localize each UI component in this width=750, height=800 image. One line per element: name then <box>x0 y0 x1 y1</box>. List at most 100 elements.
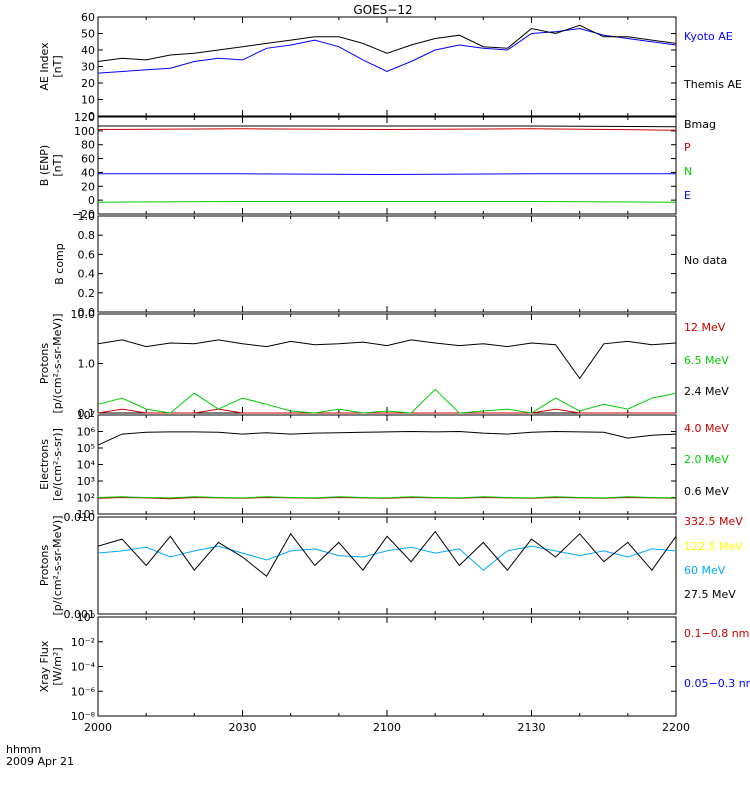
y-tick-label: 10⁷ <box>77 409 95 422</box>
y-tick-label: 10⁴ <box>77 459 96 472</box>
y-tick-label: 0.1 <box>78 407 96 420</box>
legend-entry: 0.1−0.8 nm <box>684 627 749 640</box>
panel-5: 10¹ 10² 10³ 10⁴ 10⁵ 10⁶ 10⁷ Electrons [e/(cm²-s-… <box>38 409 729 521</box>
series-line <box>97 496 677 499</box>
y-tick-label: 0.0 <box>78 306 96 319</box>
y-axis-label: B (ENP) <box>38 145 51 186</box>
y-tick-label: 10⁻⁴ <box>71 661 96 674</box>
y-tick-label: 1.0 <box>78 210 96 223</box>
legend-entry: 6.5 MeV <box>684 354 729 367</box>
y-tick-label: 60 <box>81 153 95 166</box>
y-tick-label: 10⁵ <box>77 442 95 455</box>
y-tick-label: 0 <box>88 194 95 207</box>
y-tick-label: 10⁻⁶ <box>71 685 96 698</box>
y-tick-label: 120 <box>74 111 95 124</box>
y-tick-label: 10⁰ <box>77 611 96 624</box>
y-axis-label: Protons <box>38 545 51 586</box>
legend-entry: Bmag <box>684 118 716 131</box>
series-line <box>97 24 677 62</box>
series-line <box>97 27 677 74</box>
y-axis-label-unit: [e/(cm²-s-sr)] <box>51 428 64 501</box>
y-tick-label: 40 <box>81 44 95 57</box>
legend-entry: 332.5 MeV <box>684 515 743 528</box>
panel-7: 10⁻⁸ 10⁻⁶ 10⁻⁴ 10⁻² 10⁰ Xray Flux [W/m²] 0.1−0.… <box>38 611 750 723</box>
panel-frame <box>97 116 677 215</box>
y-tick-label: 0 <box>88 110 95 123</box>
y-tick-label: 50 <box>81 28 95 41</box>
plot-title: GOES−12 <box>353 3 412 17</box>
legend-entry: 27.5 MeV <box>684 588 736 601</box>
legend-entry: 60 MeV <box>684 564 726 577</box>
panel-frame <box>97 414 677 515</box>
y-tick-label: 10² <box>77 492 95 505</box>
legend-entry: Themis AE <box>683 78 742 91</box>
series-line <box>97 128 677 131</box>
series-line <box>97 339 677 380</box>
y-axis-label-unit: [p/(cm²-s-sr-MeV)] <box>51 314 64 414</box>
y-tick-label: 60 <box>81 11 95 24</box>
y-axis-label-unit: [nT] <box>51 154 64 176</box>
legend-entry: 0.05−0.3 nm <box>684 677 750 690</box>
y-tick-label: 100 <box>74 125 95 138</box>
legend-entry: N <box>684 165 692 178</box>
time-axis-label-hhmm: hhmm <box>6 743 41 756</box>
y-axis-label-unit: [nT] <box>51 55 64 77</box>
y-tick-label: 1.0 <box>78 358 96 371</box>
legend-entry: 122.5 MeV <box>684 540 743 553</box>
time-tick-label: 2130 <box>518 721 546 734</box>
panel-frame <box>97 215 677 313</box>
panel-4: 0.1 1.0 10.0 Protons [p/(cm²-s-sr-MeV)] 12 Me… <box>38 308 729 420</box>
series-line <box>97 408 676 414</box>
legend-entry: E <box>684 189 691 202</box>
legend-entry: 2.4 MeV <box>684 385 729 398</box>
time-tick-label: 2030 <box>229 721 257 734</box>
y-tick-label: 10⁶ <box>77 426 96 439</box>
y-axis-label-unit: [W/m²] <box>51 647 64 685</box>
legend-entry: 0.6 MeV <box>684 485 729 498</box>
legend-entry: 4.0 MeV <box>684 422 729 435</box>
legend-entry: Kyoto AE <box>684 30 733 43</box>
legend-entry: P <box>684 141 691 154</box>
panel-frame <box>97 516 677 615</box>
y-tick-label: 20 <box>81 77 95 90</box>
legend-entry: 2.0 MeV <box>684 453 729 466</box>
y-tick-label: 0.010 <box>64 511 96 524</box>
y-tick-label: −20 <box>72 208 95 221</box>
y-tick-label: 0.6 <box>78 248 96 261</box>
y-axis-label: AE Index <box>38 42 51 91</box>
time-tick-label: 2200 <box>662 721 690 734</box>
series-line <box>97 545 677 571</box>
panel-frame <box>97 616 677 717</box>
y-tick-label: 40 <box>81 166 95 179</box>
y-axis-label: Electrons <box>38 439 51 490</box>
y-tick-label: 0.8 <box>78 229 96 242</box>
y-tick-label: 80 <box>81 139 95 152</box>
series-line <box>97 201 677 203</box>
y-tick-label: 0.001 <box>64 608 96 621</box>
series-line <box>97 430 677 446</box>
y-tick-label: 0.2 <box>78 287 96 300</box>
panel-frame <box>97 313 677 414</box>
legend-entry: No data <box>684 254 727 267</box>
panel-6: 0.001 0.010 Protons [p/(cm²-s-sr-MeV)] 332.5… <box>38 511 743 621</box>
y-tick-label: 10¹ <box>77 508 95 521</box>
panel-frame <box>97 16 677 117</box>
time-tick-label: 2000 <box>84 721 112 734</box>
y-tick-label: 20 <box>81 180 95 193</box>
series-line <box>98 173 676 176</box>
panel-1: 0 10 20 30 40 50 60 AE Index [nT] Kyoto AE Themis … <box>38 11 742 123</box>
y-tick-label: 10⁻² <box>71 636 95 649</box>
y-tick-label: 10.0 <box>71 308 96 321</box>
series-line <box>97 388 677 414</box>
series-line <box>97 530 677 578</box>
time-tick-label: 2100 <box>373 721 401 734</box>
y-tick-label: 10⁻⁸ <box>71 710 96 723</box>
time-axis-label-date: 2009 Apr 21 <box>6 755 74 768</box>
legend-entry: 12 MeV <box>684 321 726 334</box>
y-tick-label: 10³ <box>77 475 95 488</box>
y-axis-label-unit: [p/(cm²-s-sr-MeV)] <box>51 516 64 616</box>
y-axis-label: B comp <box>53 243 66 285</box>
y-tick-label: 0.4 <box>78 268 96 281</box>
